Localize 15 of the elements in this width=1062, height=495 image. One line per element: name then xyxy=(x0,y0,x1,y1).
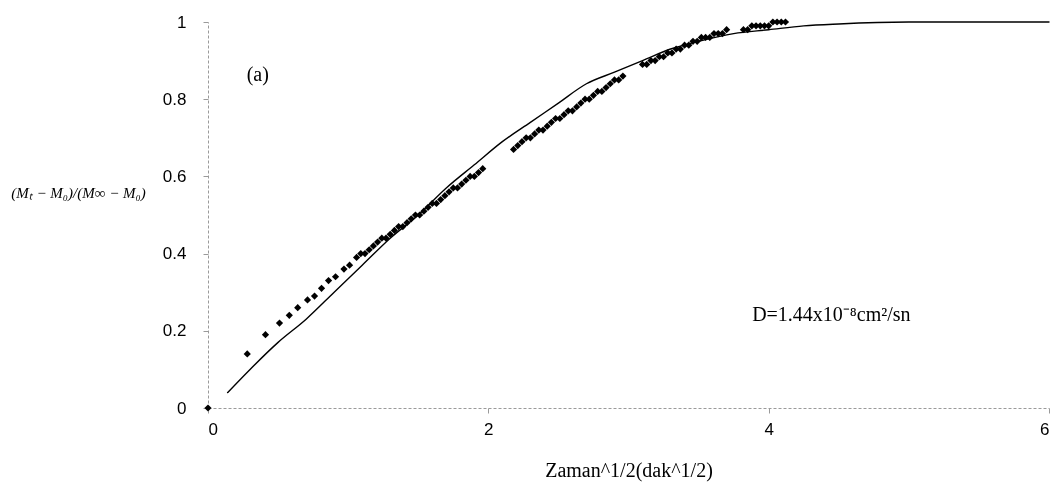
y-tick-label: 0.2 xyxy=(162,321,187,341)
y-tick-label: 1 xyxy=(177,12,187,32)
y-tick-label: 0.6 xyxy=(162,166,187,186)
x-tick-label: 4 xyxy=(764,419,774,439)
annotation: D=1.44x10⁻⁸cm²/sn xyxy=(752,303,911,326)
y-axis-title: (Mₜ − M₀)/(M∞ − M₀) xyxy=(11,184,146,202)
y-tick-label: 0.4 xyxy=(162,244,187,264)
line-series xyxy=(226,21,1050,394)
y-tick-label: 0.8 xyxy=(162,89,187,109)
x-axis-title: Zaman^1/2(dak^1/2) xyxy=(545,458,713,482)
annotation: (a) xyxy=(246,62,269,86)
x-tick-label: 0 xyxy=(208,419,218,439)
y-tick-label: 0 xyxy=(177,398,187,418)
x-tick-label: 6 xyxy=(1040,419,1050,439)
x-tick-label: 2 xyxy=(484,419,494,439)
